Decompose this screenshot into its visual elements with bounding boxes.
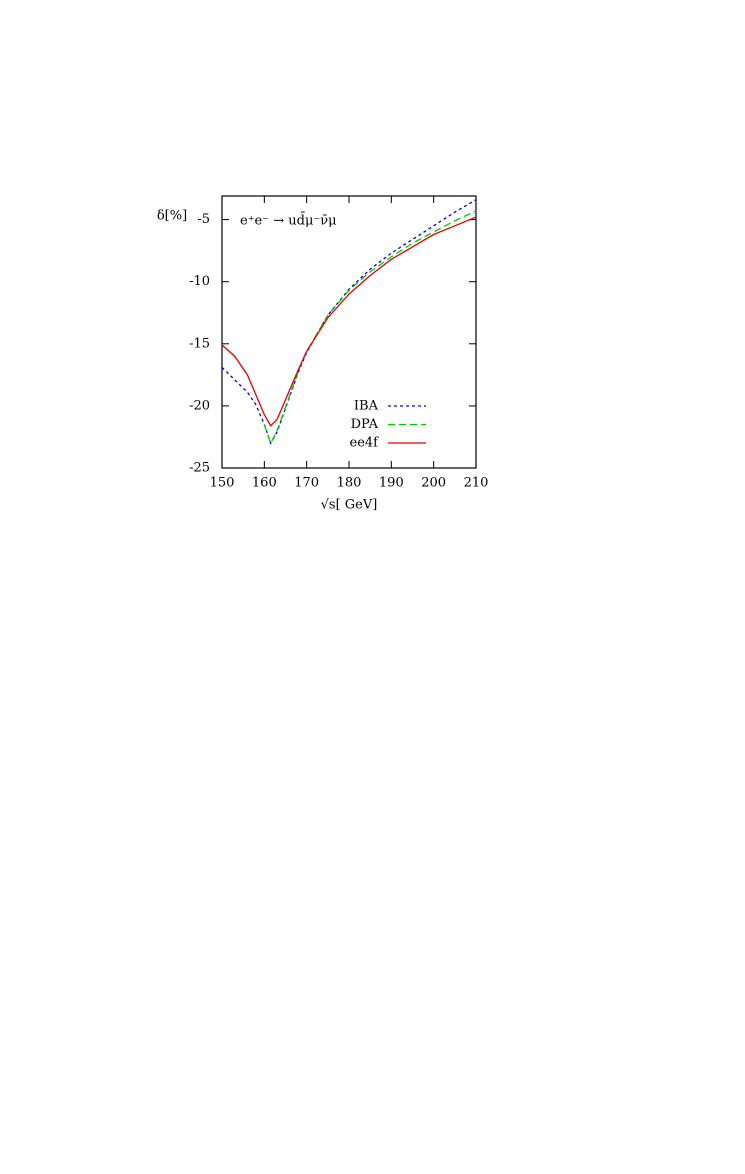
- x-axis-label: √s[ GeV]: [321, 498, 378, 513]
- y-tick-label: -10: [189, 274, 210, 289]
- series-line: [263, 210, 477, 445]
- x-tick-label: 150: [210, 476, 235, 491]
- x-tick-label: 210: [464, 476, 489, 491]
- x-tick-label: 200: [421, 476, 446, 491]
- plot-frame: [221, 195, 477, 469]
- legend-label: DPA: [351, 417, 379, 432]
- x-tick-label: 190: [379, 476, 404, 491]
- series-line: [221, 199, 477, 445]
- y-tick-label: -25: [189, 461, 210, 476]
- legend-label: ee4f: [350, 436, 380, 451]
- legend-label: IBA: [354, 399, 379, 414]
- x-tick-label: 180: [337, 476, 362, 491]
- series-line: [221, 216, 477, 427]
- y-tick-label: -20: [189, 398, 210, 413]
- annotation: e⁺e⁻ → ud̄μ⁻ν̄μ: [240, 212, 337, 229]
- y-tick-label: -5: [197, 212, 210, 227]
- y-axis-label: δ[%]: [157, 209, 187, 224]
- x-tick-label: 160: [252, 476, 277, 491]
- x-tick-label: 170: [294, 476, 319, 491]
- y-tick-label: -15: [189, 336, 210, 351]
